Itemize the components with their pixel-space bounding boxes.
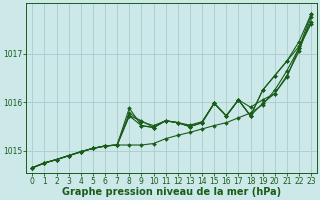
X-axis label: Graphe pression niveau de la mer (hPa): Graphe pression niveau de la mer (hPa) <box>62 187 281 197</box>
